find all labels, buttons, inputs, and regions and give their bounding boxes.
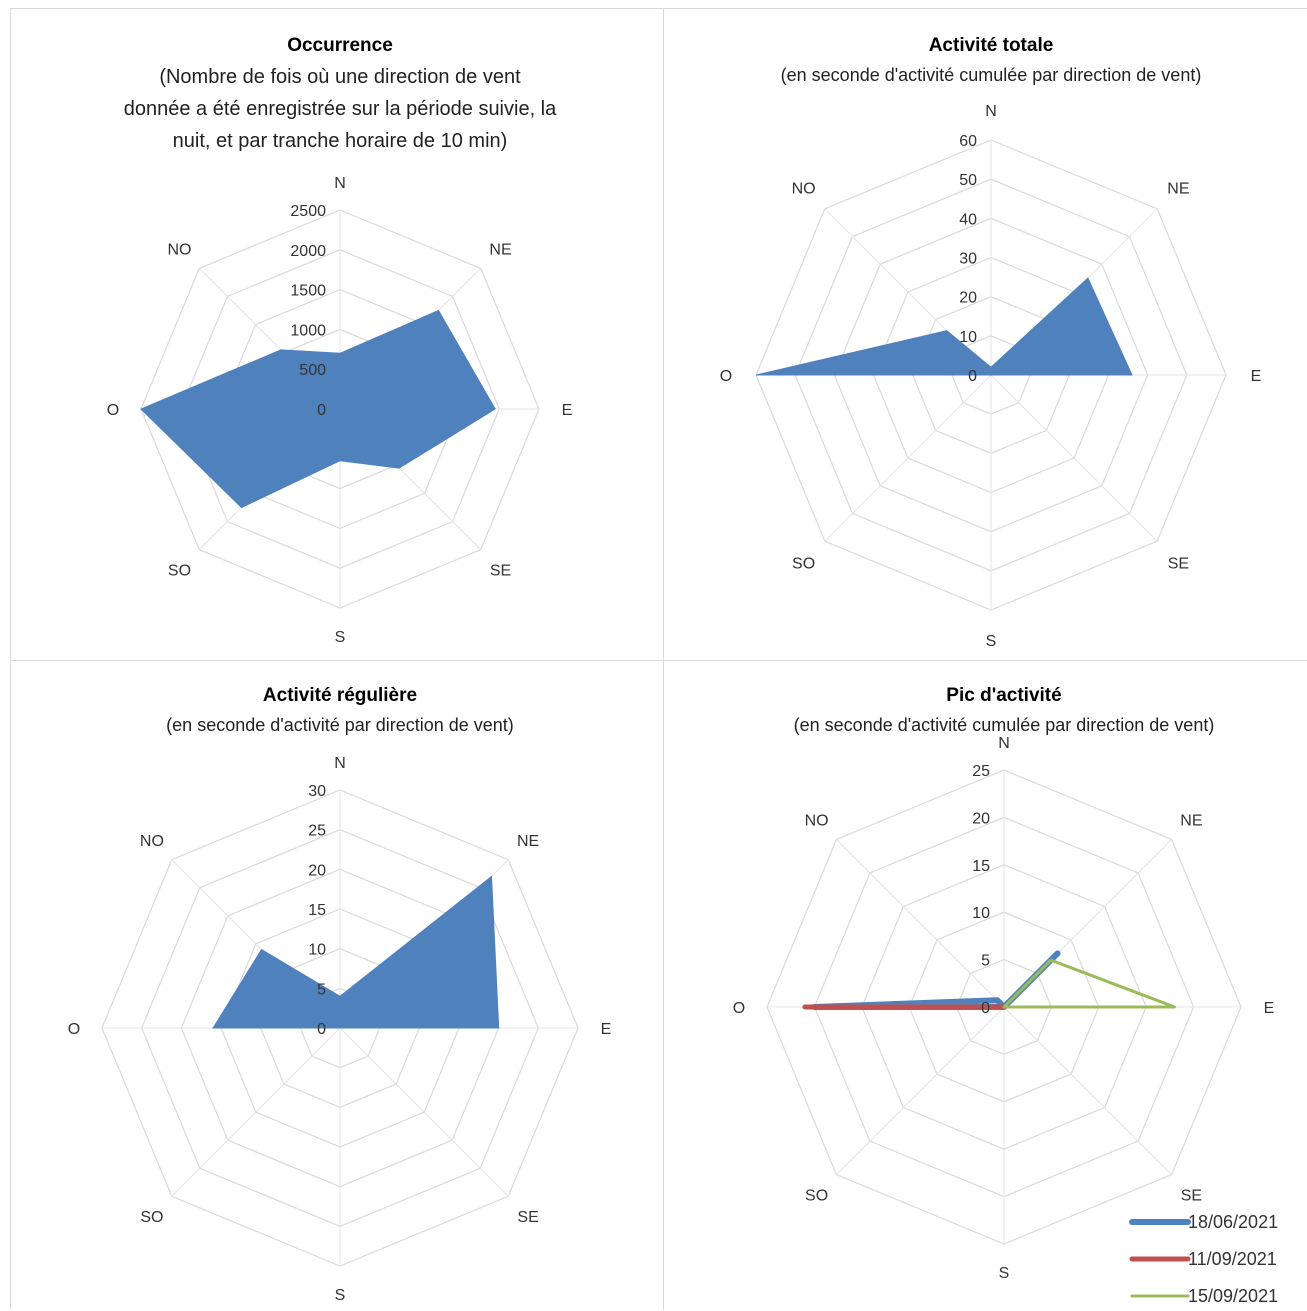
radial-tick-label: 0 <box>317 1021 326 1038</box>
legend-label: 18/06/2021 <box>1188 1212 1278 1232</box>
category-label-e: E <box>1251 368 1262 385</box>
category-label-e: E <box>562 402 573 419</box>
chart-subtitle-line: (en seconde d'activité par direction de … <box>166 715 514 735</box>
category-label-s: S <box>335 629 346 646</box>
radial-tick-label: 15 <box>972 858 990 875</box>
regular-activity-chart-panel: Activité régulière (en seconde d'activité… <box>10 660 663 1310</box>
category-label-o: O <box>720 368 732 385</box>
radial-tick-label: 10 <box>959 329 977 346</box>
radial-tick-label: 2500 <box>290 203 326 220</box>
chart-subtitle-line: donnée a été enregistrée sur la période … <box>124 98 557 120</box>
category-label-o: O <box>107 402 119 419</box>
chart-subtitle-line: (en seconde d'activité cumulée par direc… <box>794 715 1215 735</box>
grid-spoke <box>824 374 992 542</box>
grid-spoke <box>171 1027 341 1197</box>
category-label-e: E <box>1264 1000 1275 1017</box>
grid-spoke <box>1003 1006 1172 1175</box>
category-label-so: SO <box>168 563 191 580</box>
radial-tick-label: 0 <box>981 1000 990 1017</box>
radial-tick-label: 5 <box>317 981 326 998</box>
category-label-se: SE <box>517 1209 538 1226</box>
radial-tick-label: 25 <box>308 823 326 840</box>
category-label-s: S <box>986 633 997 650</box>
category-label-ne: NE <box>1180 813 1202 830</box>
grid-spoke <box>990 374 1158 542</box>
radar-chart-svg: Activité régulière (en seconde d'activité… <box>68 685 612 1304</box>
series-polygon-0 <box>212 875 500 1029</box>
category-label-so: SO <box>805 1187 828 1204</box>
category-label-n: N <box>334 175 346 192</box>
category-label-n: N <box>985 103 997 120</box>
radial-tick-label: 50 <box>959 172 977 189</box>
category-label-o: O <box>733 1000 745 1017</box>
category-label-ne: NE <box>517 833 539 850</box>
chart-subtitle-line: (en seconde d'activité cumulée par direc… <box>781 65 1202 85</box>
series-polygon-0 <box>755 277 1133 376</box>
category-label-s: S <box>335 1287 346 1304</box>
peak-activity-chart-panel: Pic d'activité (en seconde d'activité cum… <box>663 660 1307 1310</box>
chart-title: Activité régulière <box>263 685 417 706</box>
radial-tick-label: 15 <box>308 902 326 919</box>
grid-spoke <box>836 1006 1005 1175</box>
radial-tick-label: 2000 <box>290 243 326 260</box>
category-label-ne: NE <box>489 241 511 258</box>
category-label-ne: NE <box>1167 181 1189 198</box>
radial-tick-label: 500 <box>299 362 326 379</box>
radial-tick-label: 30 <box>308 783 326 800</box>
occurrence-chart-panel: Occurrence (Nombre de fois où une directi… <box>10 8 663 660</box>
category-label-o: O <box>68 1021 80 1038</box>
category-label-so: SO <box>140 1209 163 1226</box>
category-label-se: SE <box>1181 1187 1202 1204</box>
chart-subtitle-line: nuit, et par tranche horaire de 10 min) <box>173 130 508 152</box>
chart-title: Pic d'activité <box>946 685 1061 706</box>
chart-title: Occurrence <box>287 35 393 56</box>
category-label-n: N <box>334 755 346 772</box>
radial-tick-label: 1000 <box>290 322 326 339</box>
category-label-n: N <box>998 735 1010 752</box>
category-label-s: S <box>999 1265 1010 1282</box>
radial-tick-label: 20 <box>959 290 977 307</box>
category-label-no: NO <box>805 813 829 830</box>
chart-title: Activité totale <box>929 35 1054 56</box>
legend-label: 11/09/2021 <box>1188 1249 1277 1269</box>
radial-tick-label: 5 <box>981 953 990 970</box>
radar-chart-svg: Occurrence (Nombre de fois où une directi… <box>107 35 573 646</box>
radial-tick-label: 30 <box>959 251 977 268</box>
radial-tick-label: 40 <box>959 211 977 228</box>
series-polygon-0 <box>140 309 496 509</box>
radial-tick-label: 10 <box>972 905 990 922</box>
radar-chart-svg: Activité totale (en seconde d'activité cu… <box>720 35 1262 650</box>
total-activity-chart-panel: Activité totale (en seconde d'activité cu… <box>663 8 1307 660</box>
category-label-no: NO <box>167 241 191 258</box>
series-polygon-18-06-2021 <box>811 950 1061 1010</box>
radial-tick-label: 20 <box>972 810 990 827</box>
grid-spoke <box>836 839 1005 1008</box>
radial-tick-label: 60 <box>959 133 977 150</box>
radial-tick-label: 25 <box>972 763 990 780</box>
category-label-no: NO <box>792 181 816 198</box>
radial-tick-label: 10 <box>308 942 326 959</box>
radial-tick-label: 0 <box>317 402 326 419</box>
category-label-se: SE <box>1168 555 1189 572</box>
radial-tick-label: 1500 <box>290 283 326 300</box>
radar-chart-svg: Pic d'activité (en seconde d'activité cum… <box>733 685 1278 1306</box>
radial-tick-label: 0 <box>968 368 977 385</box>
category-label-e: E <box>601 1021 612 1038</box>
series-polygon-15-09-2021 <box>1002 958 1177 1009</box>
category-label-so: SO <box>792 555 815 572</box>
radial-tick-label: 20 <box>308 862 326 879</box>
category-label-se: SE <box>490 563 511 580</box>
category-label-no: NO <box>140 833 164 850</box>
grid-spoke <box>339 1027 509 1197</box>
legend-label: 15/09/2021 <box>1188 1286 1278 1306</box>
chart-subtitle-line: (Nombre de fois où une direction de vent <box>159 66 521 88</box>
